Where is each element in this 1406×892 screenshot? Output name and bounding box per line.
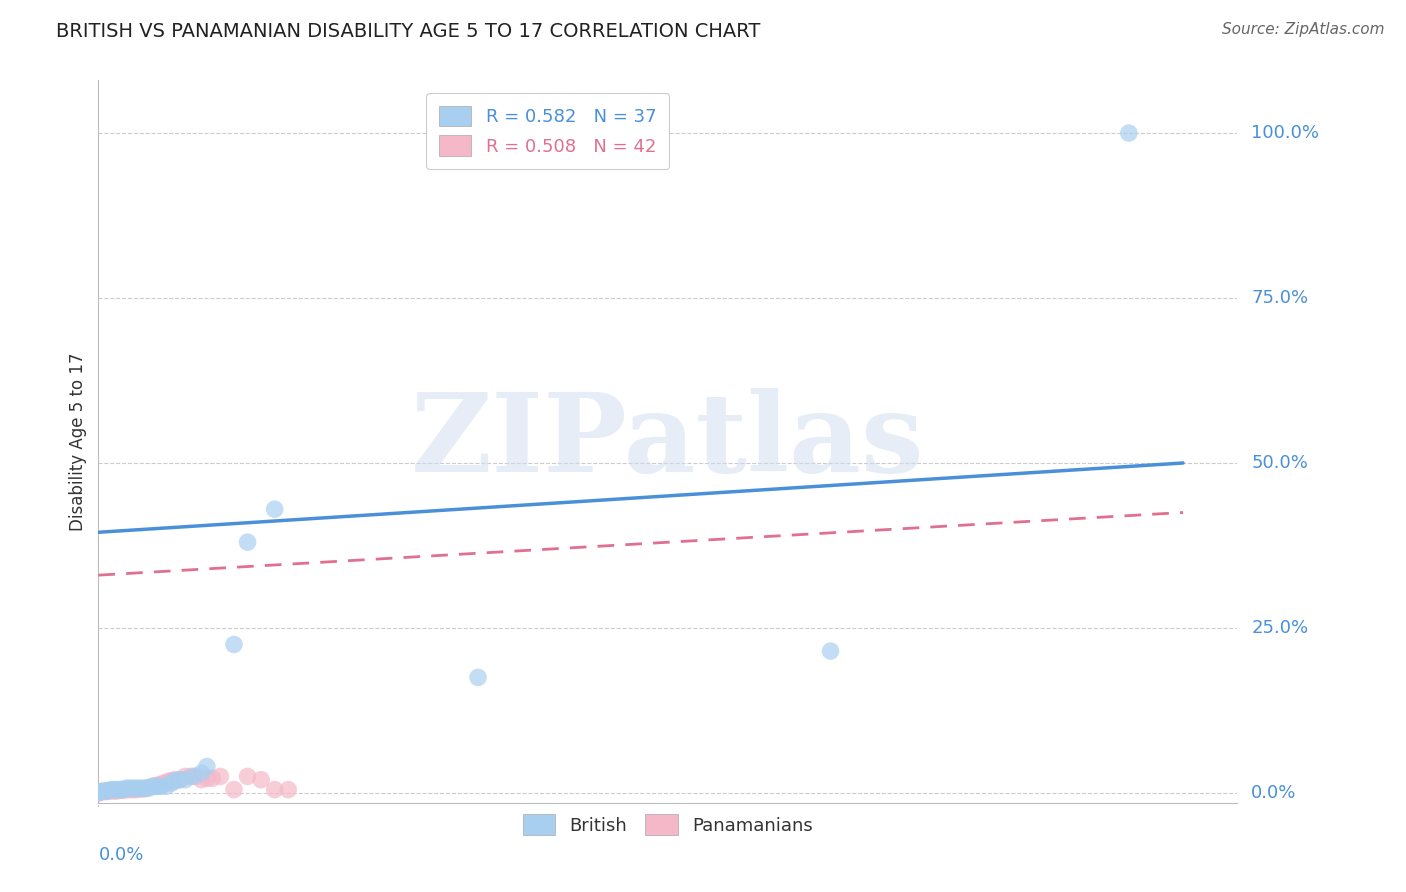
Point [222,637,245,651]
Text: 100.0%: 100.0% [1251,124,1319,142]
Point [122,782,145,797]
Point [90,784,112,798]
Point [98,784,121,798]
Point [104,784,127,798]
Text: Source: ZipAtlas.com: Source: ZipAtlas.com [1222,22,1385,37]
Point [160,776,183,790]
Point [114,781,136,796]
Point [263,782,285,797]
Text: 75.0%: 75.0% [1251,289,1309,307]
Point [87,786,110,800]
Point [180,769,202,783]
Point [122,781,145,796]
Point [108,783,131,797]
Text: 50.0%: 50.0% [1251,454,1308,472]
Point [190,772,212,787]
Point [467,670,489,684]
Y-axis label: Disability Age 5 to 17: Disability Age 5 to 17 [69,352,87,531]
Point [169,772,191,787]
Point [117,781,139,796]
Point [160,774,183,789]
Point [93,784,115,798]
Text: 0.0%: 0.0% [98,847,143,864]
Point [222,782,245,797]
Point [184,769,207,783]
Point [183,769,205,783]
Point [149,778,172,792]
Point [163,774,186,789]
Point [93,784,115,798]
Point [277,782,299,797]
Point [155,776,177,790]
Point [128,781,150,796]
Point [101,782,124,797]
Point [174,772,197,787]
Point [136,780,159,795]
Point [149,780,172,794]
Point [174,769,197,783]
Point [108,782,131,797]
Point [125,781,148,796]
Point [142,780,165,794]
Point [163,772,186,787]
Point [250,772,273,787]
Point [117,782,139,797]
Point [145,780,167,794]
Point [125,782,148,797]
Point [136,781,159,796]
Point [114,782,136,797]
Point [134,781,156,796]
Point [134,781,156,796]
Point [131,781,153,796]
Point [101,784,124,798]
Point [195,772,218,786]
Point [201,772,224,786]
Point [195,759,218,773]
Point [146,780,169,794]
Point [209,769,232,783]
Point [128,781,150,796]
Point [120,781,142,796]
Text: ZIPatlas: ZIPatlas [411,388,925,495]
Point [96,784,118,798]
Point [146,778,169,792]
Point [155,780,177,794]
Point [169,772,191,787]
Point [111,782,134,797]
Point [111,783,134,797]
Point [87,786,110,800]
Text: BRITISH VS PANAMANIAN DISABILITY AGE 5 TO 17 CORRELATION CHART: BRITISH VS PANAMANIAN DISABILITY AGE 5 T… [56,22,761,41]
Point [190,766,212,780]
Point [820,644,842,658]
Point [142,780,165,794]
Point [263,502,285,516]
Point [145,780,167,794]
Point [236,769,259,783]
Point [107,782,129,797]
Text: 0.0%: 0.0% [1251,784,1296,802]
Point [1118,126,1140,140]
Point [96,784,118,798]
Text: 25.0%: 25.0% [1251,619,1309,637]
Point [152,776,174,790]
Point [120,782,142,797]
Point [90,784,112,798]
Point [104,782,127,797]
Point [107,784,129,798]
Legend: British, Panamanians: British, Panamanians [513,805,823,845]
Point [236,535,259,549]
Point [139,780,162,795]
Point [131,781,153,796]
Point [157,774,180,789]
Point [98,783,121,797]
